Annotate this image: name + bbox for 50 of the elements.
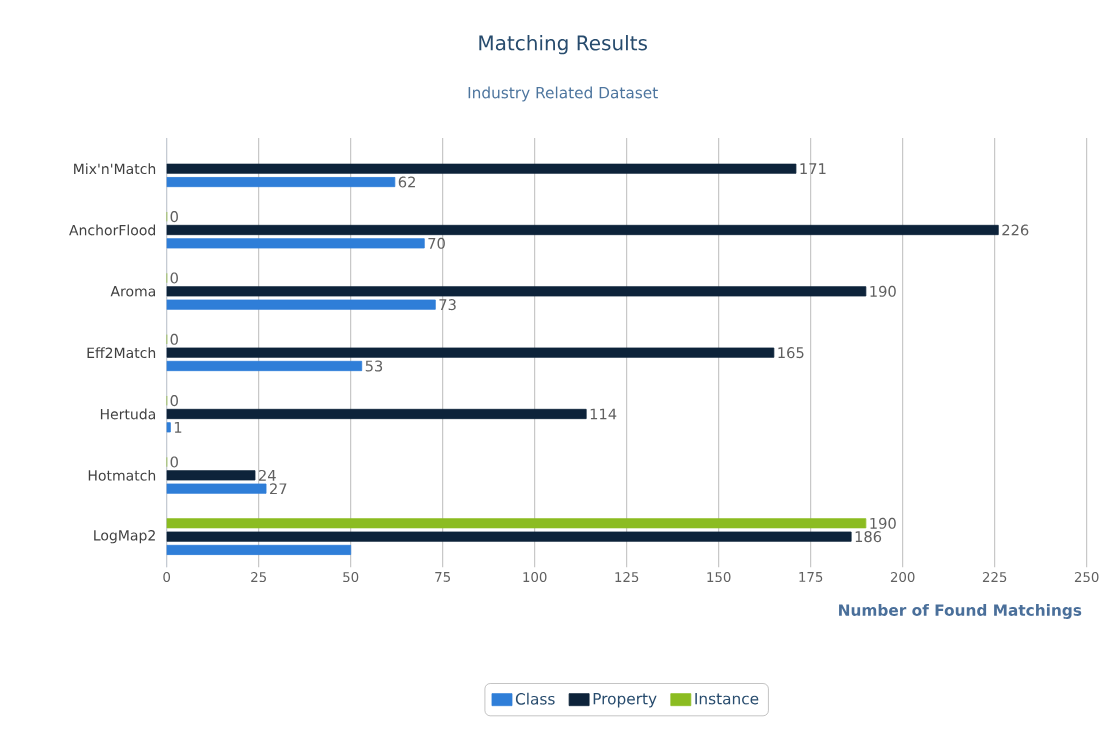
x-tick-label: 125 bbox=[615, 572, 639, 583]
y-tick-label: Mix'n'Match bbox=[74, 163, 156, 175]
data-label: 24 bbox=[258, 469, 276, 481]
data-label: 171 bbox=[800, 163, 826, 175]
data-label: 0 bbox=[170, 333, 178, 345]
bar bbox=[166, 544, 352, 556]
legend-label: Instance bbox=[695, 693, 759, 705]
data-label: 190 bbox=[870, 285, 896, 297]
y-tick-label: Hertuda bbox=[100, 408, 155, 420]
data-label: 165 bbox=[778, 347, 804, 359]
x-tick-label: 50 bbox=[343, 572, 359, 583]
y-tick-label: Aroma bbox=[110, 286, 155, 297]
bar bbox=[166, 299, 436, 310]
y-tick-label: Hotmatch bbox=[88, 469, 156, 481]
x-tick-label: 175 bbox=[799, 572, 823, 582]
legend-label: Class bbox=[515, 692, 555, 705]
data-label: 27 bbox=[270, 483, 287, 495]
data-label: 114 bbox=[590, 408, 617, 420]
x-tick-label: 200 bbox=[890, 572, 915, 583]
y-tick-label: AnchorFlood bbox=[69, 224, 156, 236]
x-tick-label: 25 bbox=[251, 572, 266, 583]
y-tick-label: Eff2Match bbox=[87, 347, 156, 359]
data-label: 190 bbox=[870, 517, 896, 529]
x-tick-label: 250 bbox=[1074, 572, 1099, 583]
data-label: 73 bbox=[439, 299, 456, 311]
data-label: 0 bbox=[170, 395, 178, 407]
x-tick-label: 75 bbox=[435, 572, 450, 582]
data-label: 186 bbox=[855, 531, 882, 543]
data-label: 226 bbox=[1002, 224, 1029, 236]
bar bbox=[166, 360, 363, 372]
data-label: 53 bbox=[365, 360, 383, 372]
bar bbox=[166, 238, 425, 249]
data-label: 70 bbox=[428, 237, 445, 249]
data-label: 0 bbox=[170, 211, 178, 223]
x-tick-label: 150 bbox=[707, 572, 731, 583]
data-label: 0 bbox=[170, 272, 178, 284]
chart-title: Matching Results bbox=[479, 34, 647, 55]
x-tick-label: 0 bbox=[163, 572, 171, 583]
y-tick-label: LogMap2 bbox=[94, 530, 155, 544]
data-label: 1 bbox=[174, 421, 182, 433]
bar bbox=[166, 176, 396, 188]
data-label: 62 bbox=[398, 176, 415, 188]
x-axis-title: Number of Found Matchings bbox=[839, 604, 1082, 619]
bar bbox=[166, 483, 267, 494]
legend-label: Property bbox=[593, 693, 657, 708]
bar bbox=[166, 422, 171, 433]
x-tick-label: 100 bbox=[523, 572, 547, 583]
chart-subtitle: Industry Related Dataset bbox=[468, 86, 658, 102]
x-tick-label: 225 bbox=[982, 572, 1007, 583]
data-label: 0 bbox=[170, 456, 178, 468]
